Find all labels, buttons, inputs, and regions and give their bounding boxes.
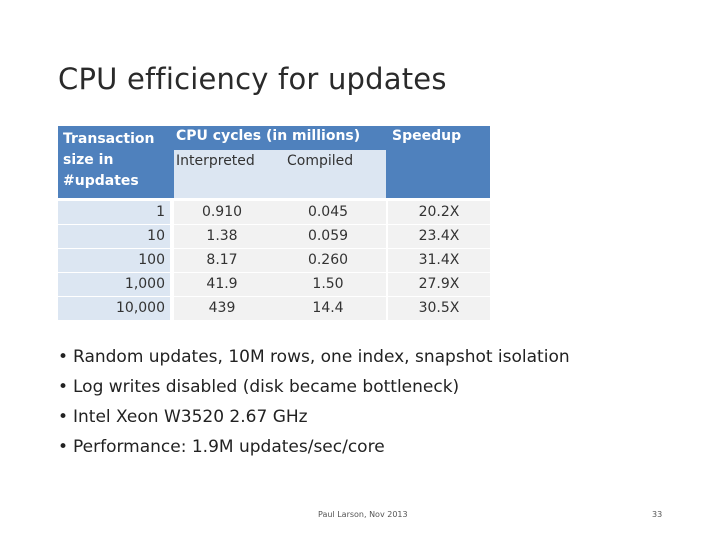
cell-speedup: 20.2X xyxy=(388,201,490,224)
bullet-text: Random updates, 10M rows, one index, sna… xyxy=(73,347,570,367)
header-compiled: Compiled xyxy=(287,153,354,169)
cell-size: 1,000 xyxy=(58,273,170,296)
header-transaction-size: Transaction size in #updates xyxy=(58,126,170,198)
cell-size: 100 xyxy=(58,249,170,272)
slide-title: CPU efficiency for updates xyxy=(58,62,447,96)
bullet-list: • Random updates, 10M rows, one index, sn… xyxy=(58,342,570,462)
table-row: 1 0.910 0.045 20.2X xyxy=(58,201,490,225)
bullet-dot-icon: • xyxy=(58,407,69,427)
cell-interpreted: 1.38 xyxy=(174,225,270,248)
header-speedup-fill xyxy=(388,150,490,198)
bullet-text: Log writes disabled (disk became bottlen… xyxy=(73,377,460,397)
table-header: Transaction size in #updates CPU cycles … xyxy=(58,126,490,198)
cell-interpreted: 8.17 xyxy=(174,249,270,272)
cell-interpreted: 439 xyxy=(174,297,270,320)
table-row: 10 1.38 0.059 23.4X xyxy=(58,225,490,249)
bullet-item: • Random updates, 10M rows, one index, sn… xyxy=(58,342,570,372)
cell-speedup: 30.5X xyxy=(388,297,490,320)
table-body: 1 0.910 0.045 20.2X 10 1.38 0.059 23.4X … xyxy=(58,201,490,321)
cell-size: 10,000 xyxy=(58,297,170,320)
cell-interpreted: 0.910 xyxy=(174,201,270,224)
cell-speedup: 23.4X xyxy=(388,225,490,248)
cell-interpreted: 41.9 xyxy=(174,273,270,296)
bullet-dot-icon: • xyxy=(58,347,69,367)
footer-author: Paul Larson, Nov 2013 xyxy=(318,510,408,519)
cell-compiled: 0.045 xyxy=(270,201,386,224)
bullet-item: • Performance: 1.9M updates/sec/core xyxy=(58,432,570,462)
cell-compiled: 1.50 xyxy=(270,273,386,296)
header-subcolumns xyxy=(174,150,386,198)
bullet-item: • Log writes disabled (disk became bottle… xyxy=(58,372,570,402)
header-interpreted: Interpreted xyxy=(176,153,255,169)
footer-page-number: 33 xyxy=(652,510,663,519)
cell-speedup: 27.9X xyxy=(388,273,490,296)
bullet-text: Intel Xeon W3520 2.67 GHz xyxy=(73,407,308,427)
cell-size: 10 xyxy=(58,225,170,248)
cell-compiled: 0.059 xyxy=(270,225,386,248)
bullet-dot-icon: • xyxy=(58,437,69,457)
bullet-text: Performance: 1.9M updates/sec/core xyxy=(73,437,385,457)
cell-size: 1 xyxy=(58,201,170,224)
bullet-dot-icon: • xyxy=(58,377,69,397)
cell-compiled: 0.260 xyxy=(270,249,386,272)
table-row: 1,000 41.9 1.50 27.9X xyxy=(58,273,490,297)
cell-speedup: 31.4X xyxy=(388,249,490,272)
bullet-item: • Intel Xeon W3520 2.67 GHz xyxy=(58,402,570,432)
cell-compiled: 14.4 xyxy=(270,297,386,320)
table-row: 10,000 439 14.4 30.5X xyxy=(58,297,490,321)
table-row: 100 8.17 0.260 31.4X xyxy=(58,249,490,273)
